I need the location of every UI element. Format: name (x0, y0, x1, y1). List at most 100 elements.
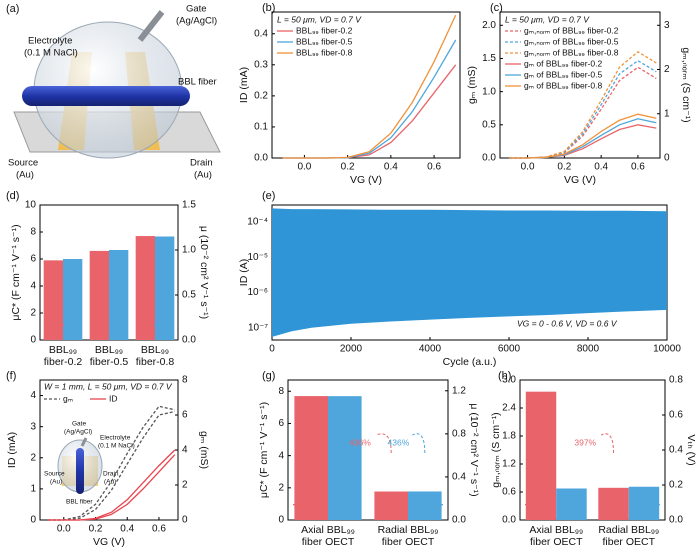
axis-arrow-head (293, 501, 298, 508)
series-line (509, 118, 657, 159)
y2-tick-label: 0.8 (452, 428, 466, 439)
x-tick-label: 10000 (653, 344, 681, 355)
legend-label: gₘ,ₙₒᵣₘ of BBL₉₉ fiber-0.8 (524, 47, 619, 57)
y-tick-label: 0.2 (254, 91, 268, 102)
x-axis-label: VG (V) (93, 536, 125, 548)
y-axis-label: ID (mA) (6, 432, 18, 468)
panel-label: (b) (262, 2, 275, 14)
inset-gate (80, 437, 88, 447)
series-line (282, 64, 457, 159)
series-line (282, 14, 457, 159)
x-tick-label: 4000 (419, 344, 442, 355)
y-tick-label: 0 (30, 335, 36, 346)
y-tick-label: 0.4 (254, 28, 268, 39)
y2-axis-label: Vₜₕ (V) (685, 434, 697, 465)
x-tick-label: 0.6 (152, 524, 166, 535)
percent-arrow (601, 433, 615, 454)
y-tick-label: 0.0 (254, 153, 268, 164)
panel-label: (e) (262, 190, 275, 202)
x-tick-label: 2000 (340, 344, 363, 355)
gate-electrode (137, 10, 165, 42)
panel-label: (h) (498, 370, 511, 382)
y-tick-label: 0.5 (482, 119, 496, 130)
bbl-fiber (22, 86, 190, 106)
inset-label: (Au) (104, 479, 116, 486)
bar (328, 396, 362, 520)
percent-annotation: 436% (349, 437, 371, 447)
inset-label: Gate (72, 421, 86, 428)
y-tick-label: 8 (278, 386, 284, 397)
y2-tick-label: 0.0 (452, 515, 466, 526)
bar (628, 486, 660, 520)
inset-label: (0.1 M NaCl) (98, 443, 135, 450)
y-tick-label: 4 (278, 450, 284, 461)
y-tick-label: 0.1 (254, 122, 268, 133)
bar (598, 487, 629, 520)
series-line (509, 66, 657, 159)
annotation: VG = 0 - 0.6 V, VD = 0.6 V (517, 318, 618, 328)
y-tick-label: 2 (278, 482, 284, 493)
y-tick-label: 10⁻⁶ (247, 287, 268, 298)
x-tick-label: fiber-0.8 (136, 356, 175, 368)
series-line (509, 113, 657, 159)
inset-fiber (76, 448, 84, 494)
x-tick-label: 0.2 (341, 162, 355, 173)
y-tick-label: 8 (30, 227, 36, 238)
x-tick-label: fiber OECT (382, 536, 435, 548)
x-tick-label: fiber OECT (302, 536, 355, 548)
x-axis-label: VG (V) (564, 174, 596, 186)
y2-tick-label: 0 (182, 515, 188, 526)
bar (556, 488, 587, 520)
series-line (509, 59, 657, 159)
inset-label: Source (44, 471, 65, 478)
y2-tick-label: 0.5 (182, 290, 196, 301)
y-tick-label: 6 (30, 254, 36, 265)
percent-annotation: 397% (574, 437, 596, 447)
y2-tick-label: 1.2 (452, 385, 466, 396)
x-tick-label: 8000 (577, 344, 600, 355)
y-tick-label: 1.2 (502, 459, 516, 470)
y-tick-label: 1 (30, 484, 36, 495)
x-tick-label: 6000 (498, 344, 521, 355)
x-axis-label: VG (V) (350, 174, 382, 186)
x-tick-label: 0.4 (120, 524, 134, 535)
x-tick-label: fiber OECT (530, 536, 583, 548)
y2-axis-label: gₘ (mS) (198, 431, 210, 469)
y-tick-label: 1.5 (482, 53, 496, 64)
y2-tick-label: 1.0 (182, 245, 196, 256)
percent-arrow (412, 433, 426, 454)
y-tick-label: 0.0 (502, 515, 516, 526)
y-tick-label: 2 (30, 308, 36, 319)
inset-label: Drain (103, 471, 119, 478)
signal-band (272, 208, 667, 337)
x-tick-label: 0.2 (89, 524, 103, 535)
legend-label: ID (109, 393, 118, 403)
inset-label: (Ag/AgCl) (64, 429, 92, 436)
panel-label: (d) (6, 190, 19, 202)
bar (408, 491, 442, 520)
y2-tick-label: 4 (182, 445, 188, 456)
y2-tick-label: 1.5 (182, 200, 196, 211)
y-axis-label: gₘ (mS) (466, 66, 478, 104)
y2-tick-label: 6 (182, 410, 188, 421)
legend-label: gₘ (63, 393, 74, 403)
plot-frame (499, 11, 661, 159)
inset-label: Electrolyte (100, 435, 131, 442)
y2-tick-label: 0.6 (669, 410, 683, 421)
legend-label: gₘ,ₙₒᵣₘ of BBL₉₉ fiber-0.5 (524, 36, 619, 46)
legend-label: BBL₉₉ fiber-0.5 (296, 36, 353, 46)
percent-arrow (375, 433, 392, 454)
x-tick-label: BBL₉₉ (49, 344, 77, 356)
y-tick-label: 10⁻⁵ (247, 252, 268, 263)
drain-label: (Au) (194, 170, 212, 181)
y-tick-label: 3.0 (502, 375, 516, 386)
axis-arrow-head (168, 322, 173, 329)
percent-annotation: 436% (388, 437, 410, 447)
x-tick-label: Radial BBL₉₉ (598, 524, 659, 536)
annotation: W = 1 mm, L = 50 μm, VD = 0.7 V (44, 381, 173, 391)
series-line (47, 454, 176, 521)
legend-label: BBL₉₉ fiber-0.2 (296, 25, 353, 35)
x-tick-label: Radial BBL₉₉ (378, 524, 439, 536)
plot-frame (271, 11, 461, 159)
